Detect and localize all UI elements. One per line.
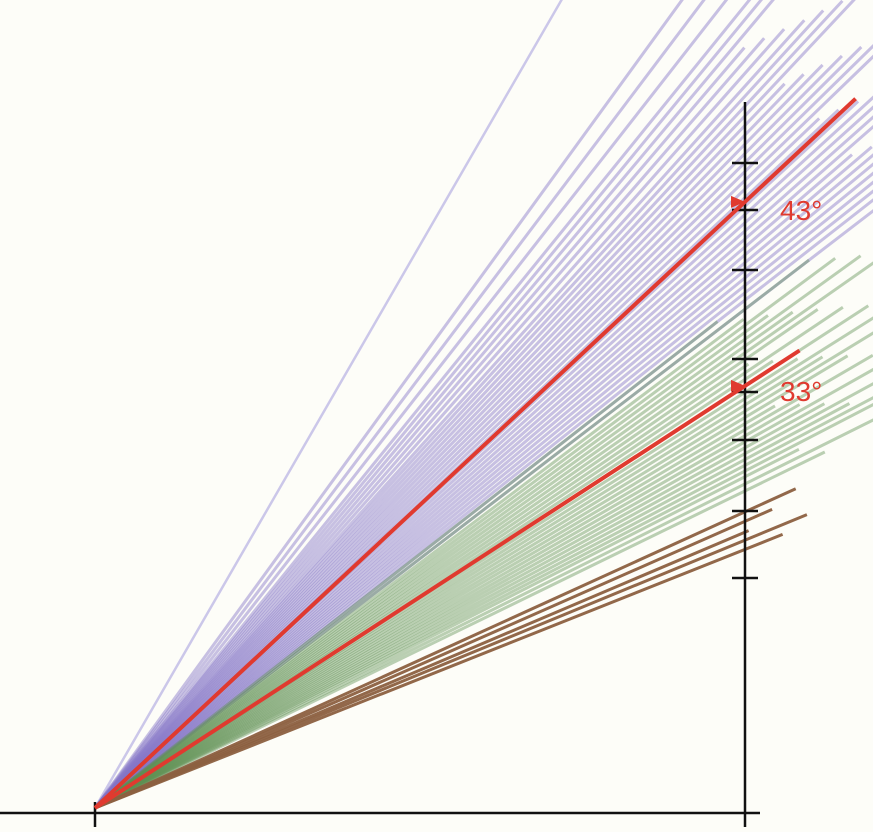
purple-ray — [93, 46, 746, 809]
green-ray — [94, 331, 873, 810]
purple-ray — [94, 115, 873, 810]
purple-ray — [93, 28, 786, 809]
purple-ray — [93, 0, 752, 809]
green-ray — [94, 306, 844, 810]
highlight-ray-33 — [93, 348, 801, 810]
green-ray — [94, 362, 750, 810]
green-ray — [94, 320, 719, 810]
purple-ray — [94, 209, 873, 810]
green-ray — [94, 258, 810, 810]
purple-ray — [93, 0, 764, 809]
purple-ray — [93, 0, 684, 809]
angle-label-43: 43° — [780, 195, 822, 226]
purple-ray — [94, 198, 873, 810]
purple-ray — [93, 54, 873, 810]
purple-ray — [94, 162, 873, 810]
highlight-ray-group — [93, 97, 857, 810]
brown-ray — [94, 508, 773, 810]
green-ray — [94, 314, 769, 810]
green-ray — [94, 404, 776, 810]
purple-ray — [93, 45, 863, 810]
green-ray — [94, 355, 824, 810]
purple-ray — [94, 153, 853, 810]
green-ray — [94, 402, 851, 810]
purple-ray — [94, 171, 873, 810]
purple-ray — [93, 0, 856, 810]
green-ray — [94, 316, 873, 810]
green-ray — [94, 382, 873, 810]
green-ray — [94, 310, 794, 810]
green-ray — [94, 354, 849, 810]
green-ray — [94, 418, 873, 810]
purple-ray — [94, 145, 873, 810]
green-ray — [94, 396, 873, 810]
purple-ray — [93, 63, 824, 810]
purple-ray — [93, 37, 766, 809]
green-ray — [94, 318, 745, 810]
purple-ray — [93, 44, 873, 810]
brown-ray — [94, 533, 784, 810]
purple-ray — [93, 73, 805, 810]
purple-ray — [93, 54, 843, 810]
purple-ray — [93, 105, 873, 810]
green-ray — [94, 403, 801, 810]
purple-ray-group — [93, 0, 873, 810]
highlight-ray-43 — [93, 97, 857, 810]
green-ray — [94, 450, 826, 810]
green-ray — [94, 257, 837, 810]
green-ray — [94, 261, 873, 810]
brown-ray-group — [94, 487, 808, 810]
purple-ray — [93, 0, 729, 809]
purple-ray — [94, 124, 873, 810]
green-ray — [94, 447, 800, 810]
green-ray — [94, 254, 862, 810]
angle-label-33: 33° — [780, 376, 822, 407]
green-ray — [94, 402, 826, 810]
green-ray — [94, 367, 873, 810]
purple-ray — [93, 19, 806, 810]
purple-ray — [93, 0, 706, 809]
purple-ray — [94, 180, 873, 810]
highlight-marker-33 — [731, 379, 745, 392]
green-ray — [94, 308, 819, 810]
purple-ray — [93, 82, 786, 810]
brown-ray — [94, 487, 797, 810]
brown-ray — [94, 513, 808, 810]
purple-ray — [94, 189, 873, 810]
highlight-marker-43 — [731, 195, 745, 208]
purple-ray — [94, 153, 873, 810]
purple-ray — [93, 9, 825, 810]
purple-ray — [93, 0, 775, 809]
purple-ray — [93, 0, 844, 810]
purple-ray — [93, 0, 563, 809]
green-ray — [94, 354, 873, 810]
